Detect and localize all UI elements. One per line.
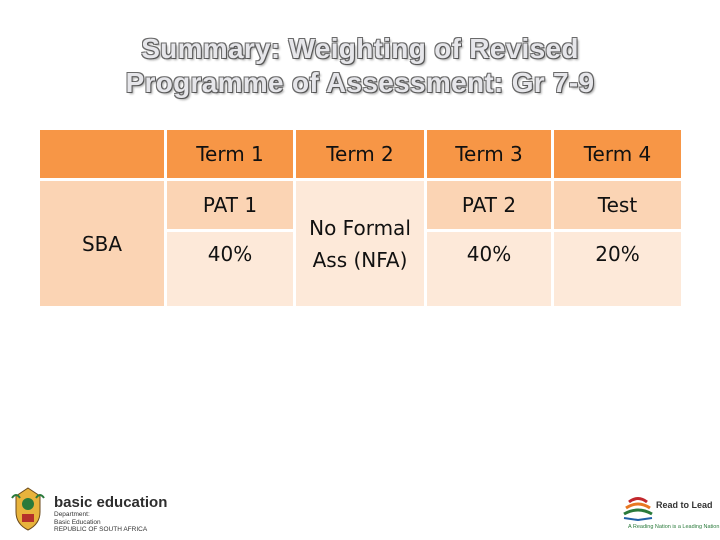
table-header-term2: Term 2	[293, 127, 427, 181]
table-header-row: Term 1 Term 2 Term 3 Term 4	[37, 127, 684, 181]
coat-of-arms-icon	[11, 487, 45, 531]
basic-education-logo: basic education Department: Basic Educat…	[10, 486, 180, 534]
cell-term2-task: No Formal Ass (NFA)	[293, 178, 427, 309]
cell-term3-task: PAT 2	[424, 178, 554, 232]
table-row-weights: 40% 40% 20%	[39, 229, 684, 309]
read-to-lead-tagline: A Reading Nation is a Leading Nation	[628, 524, 720, 530]
cell-term3-weight: 40%	[424, 229, 554, 309]
read-to-lead-logo: Read to Lead A Reading Nation is a Leadi…	[612, 486, 719, 536]
table-header-empty	[37, 127, 167, 181]
logo-dept-line1: Department:	[54, 511, 90, 518]
slide-title-line1: Summary: Weighting of Revised	[141, 33, 579, 64]
cell-term4-weight: 20%	[551, 229, 684, 309]
cell-term1-weight: 40%	[164, 229, 296, 309]
cell-term4-task: Test	[551, 178, 684, 232]
table-row-tasks: SBA PAT 1 No Formal Ass (NFA) PAT 2 Test	[37, 178, 684, 309]
logo-name: basic education	[54, 494, 168, 511]
sba-weighting-table: Term 1 Term 2 Term 3 Term 4 SBA PAT 1 No…	[37, 127, 684, 309]
slide-title: Summary: Weighting of Revised Programme …	[40, 32, 680, 100]
read-to-lead-name: Read to Lead	[656, 500, 713, 510]
row-label-sba: SBA	[37, 178, 167, 309]
logo-dept-line3: REPUBLIC OF SOUTH AFRICA	[54, 526, 148, 533]
table-header-term4: Term 4	[551, 127, 684, 181]
slide-title-line2: Programme of Assessment: Gr 7-9	[125, 67, 595, 98]
table-header-term1: Term 1	[164, 127, 296, 181]
table-header-term3: Term 3	[424, 127, 554, 181]
open-book-icon	[623, 497, 653, 522]
logo-dept-line2: Basic Education	[54, 518, 101, 526]
cell-term1-task: PAT 1	[164, 178, 296, 232]
